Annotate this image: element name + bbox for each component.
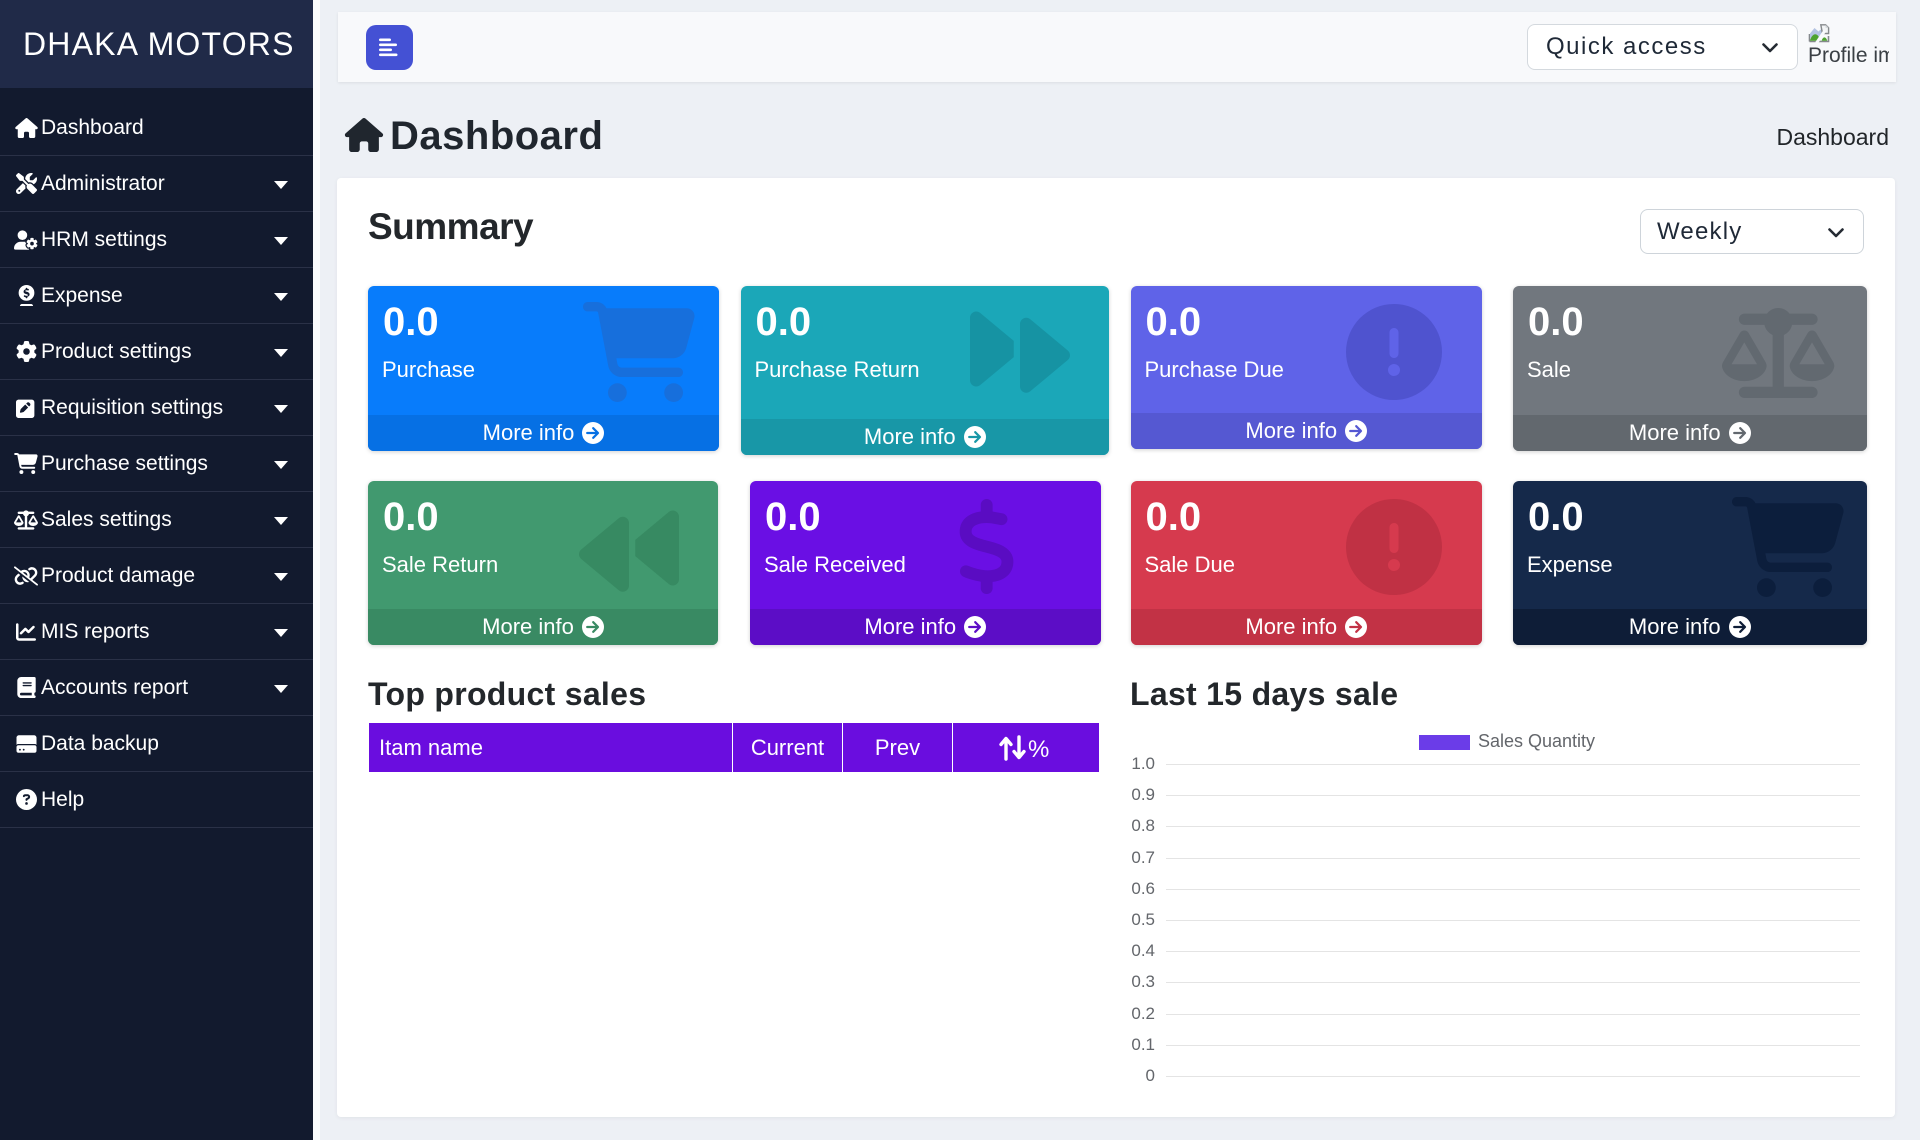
svg-text:%: %: [1028, 736, 1049, 761]
